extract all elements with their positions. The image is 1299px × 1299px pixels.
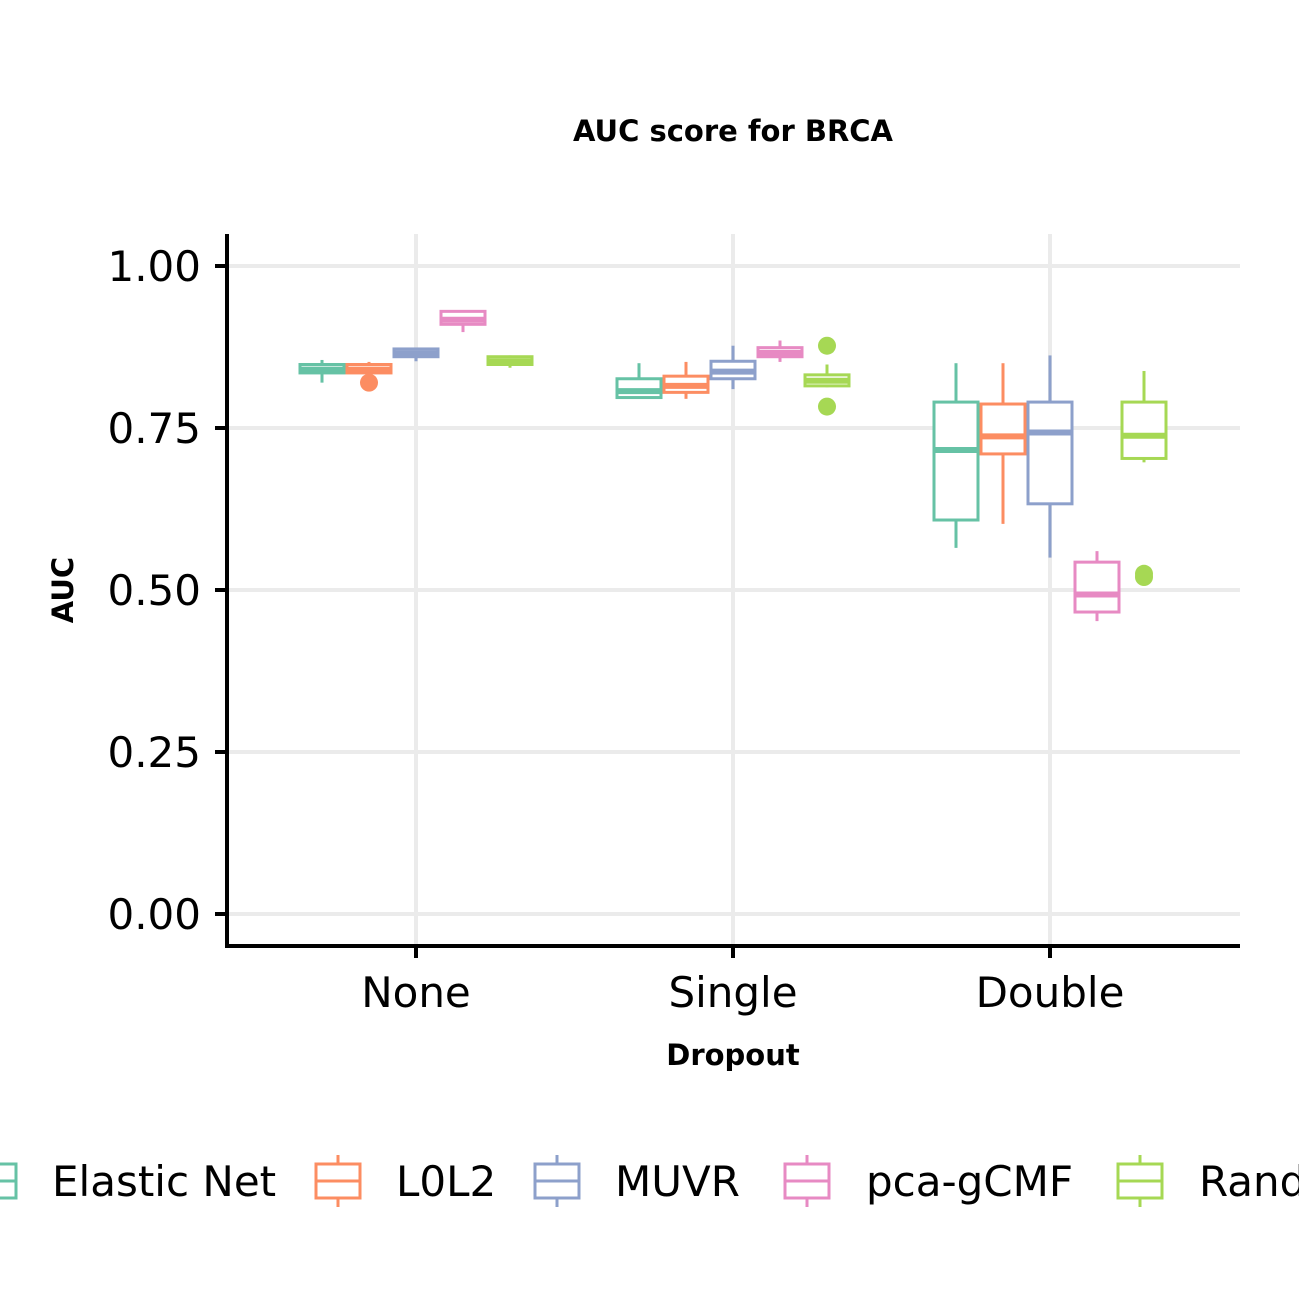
legend-item-elastic-net: Elastic Net [0,1157,276,1206]
legend-label: MUVR [615,1157,740,1206]
legend-item-random-forest: Random Forest [1116,1155,1299,1207]
y-tick-label: 0.50 [107,566,201,615]
legend: Elastic Net L0L2 MUVR pca-gCMF Random Forest [0,1155,1299,1207]
box-body [932,400,980,522]
box-pca-gcmf [439,309,487,333]
x-tick-labels: None Single Double [361,968,1124,1017]
outlier-point [818,336,836,355]
box-pca-gcmf [756,340,804,362]
chart-title: AUC score for BRCA [573,114,894,148]
box-random-forest [1120,370,1168,587]
box-elastic-net [615,363,663,400]
legend-label: pca-gCMF [866,1157,1073,1206]
y-axis-title: AUC [46,557,80,623]
outlier-point [1135,564,1153,583]
legend-item-muvr: MUVR [533,1155,740,1207]
y-tick-label: 1.00 [107,242,201,291]
outlier-point [360,373,378,392]
x-tick-label: Single [668,968,797,1017]
box-elastic-net [298,359,346,383]
axes [215,234,1240,958]
box-random-forest [486,355,534,368]
outlier-point [818,397,836,416]
box-l0l2 [662,361,710,399]
box-pca-gcmf [1073,551,1121,622]
box-muvr [392,347,440,362]
box-body [1026,400,1074,506]
box-body [1120,400,1168,460]
legend-item-pca-gcmf: pca-gCMF [783,1155,1073,1207]
y-tick-label: 0.75 [107,404,201,453]
box-body [979,402,1027,456]
y-tick-labels: 0.00 0.25 0.50 0.75 1.00 [107,242,201,939]
box-muvr [1026,355,1074,558]
box-elastic-net [932,363,980,548]
box-groups [298,309,1168,622]
x-tick-label: None [361,968,471,1017]
legend-item-l0l2: L0L2 [314,1155,496,1207]
box-random-forest [803,336,851,416]
box-l0l2 [979,363,1027,524]
legend-label: Random Forest [1199,1157,1299,1206]
y-tick-label: 0.25 [107,728,201,777]
x-tick-label: Double [976,968,1125,1017]
box-body [1073,560,1121,614]
legend-label: L0L2 [396,1157,496,1206]
box-l0l2 [345,361,393,392]
y-tick-label: 0.00 [107,890,201,939]
legend-label: Elastic Net [52,1157,276,1206]
x-axis-title: Dropout [666,1038,800,1072]
box-muvr [709,345,757,390]
